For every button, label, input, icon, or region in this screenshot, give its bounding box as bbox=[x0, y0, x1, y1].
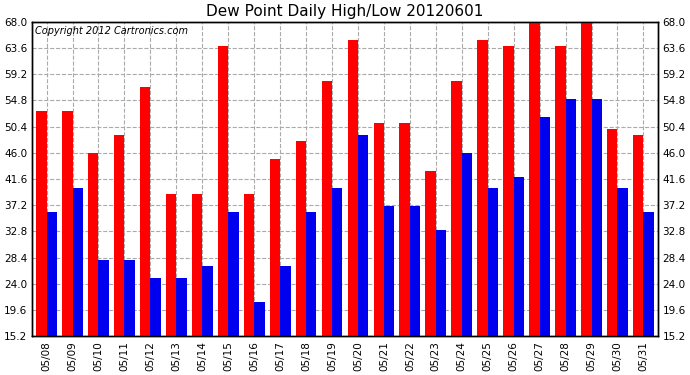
Bar bbox=[633, 135, 644, 336]
Bar bbox=[306, 212, 317, 336]
Bar bbox=[296, 141, 306, 336]
Bar bbox=[270, 159, 280, 336]
Bar bbox=[555, 45, 566, 336]
Bar bbox=[618, 188, 628, 336]
Bar bbox=[400, 123, 410, 336]
Bar bbox=[202, 266, 213, 336]
Bar bbox=[99, 260, 109, 336]
Bar bbox=[358, 135, 368, 336]
Bar bbox=[228, 212, 239, 336]
Bar bbox=[477, 40, 488, 336]
Bar bbox=[462, 153, 472, 336]
Bar bbox=[426, 171, 436, 336]
Bar bbox=[488, 188, 498, 336]
Bar bbox=[150, 278, 161, 336]
Bar bbox=[348, 40, 358, 336]
Bar bbox=[591, 99, 602, 336]
Title: Dew Point Daily High/Low 20120601: Dew Point Daily High/Low 20120601 bbox=[206, 4, 484, 19]
Bar bbox=[46, 212, 57, 336]
Bar bbox=[192, 194, 202, 336]
Bar bbox=[373, 123, 384, 336]
Bar bbox=[503, 45, 513, 336]
Bar bbox=[436, 230, 446, 336]
Bar bbox=[280, 266, 290, 336]
Bar bbox=[607, 129, 618, 336]
Bar bbox=[218, 45, 228, 336]
Bar bbox=[62, 111, 72, 336]
Bar bbox=[581, 22, 591, 336]
Bar bbox=[36, 111, 46, 336]
Bar bbox=[177, 278, 187, 336]
Bar bbox=[540, 117, 550, 336]
Bar bbox=[451, 81, 462, 336]
Bar bbox=[322, 81, 332, 336]
Bar bbox=[384, 206, 394, 336]
Bar bbox=[529, 22, 540, 336]
Bar bbox=[644, 212, 654, 336]
Text: Copyright 2012 Cartronics.com: Copyright 2012 Cartronics.com bbox=[35, 27, 188, 36]
Bar bbox=[566, 99, 576, 336]
Bar bbox=[332, 188, 342, 336]
Bar bbox=[513, 177, 524, 336]
Bar bbox=[124, 260, 135, 336]
Bar bbox=[254, 302, 264, 336]
Bar bbox=[244, 194, 254, 336]
Bar bbox=[114, 135, 124, 336]
Bar bbox=[72, 188, 83, 336]
Bar bbox=[166, 194, 177, 336]
Bar bbox=[88, 153, 99, 336]
Bar bbox=[140, 87, 150, 336]
Bar bbox=[410, 206, 420, 336]
